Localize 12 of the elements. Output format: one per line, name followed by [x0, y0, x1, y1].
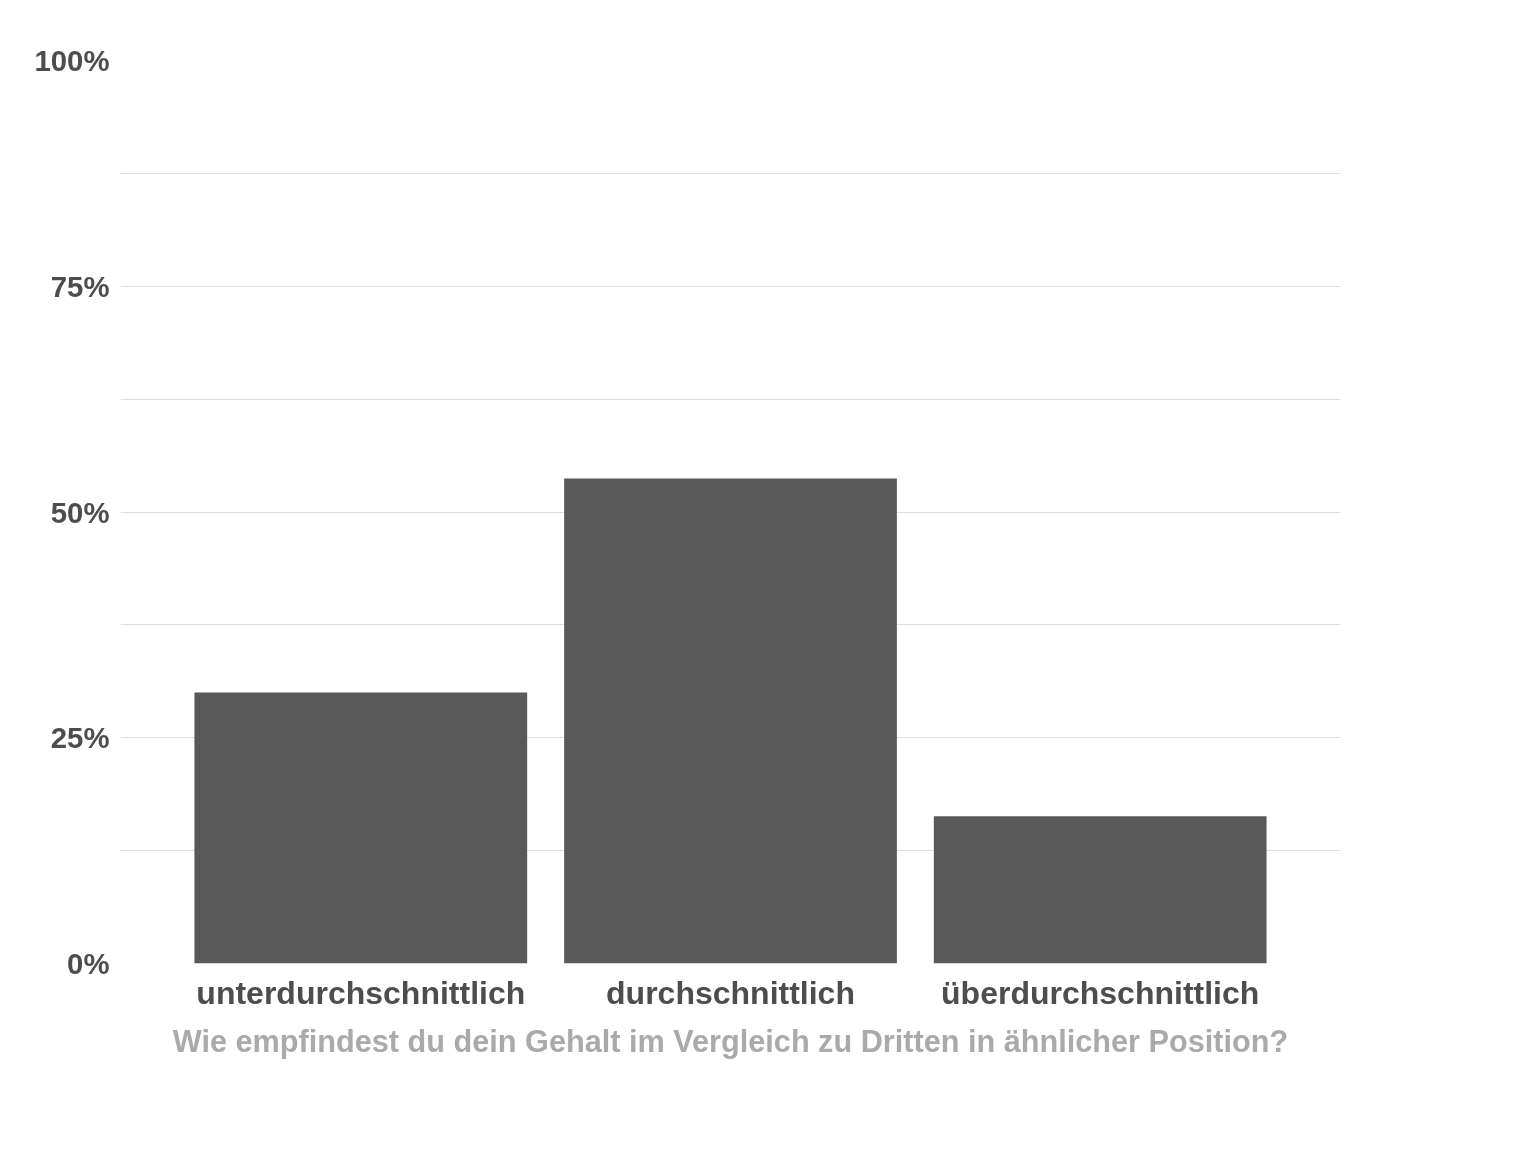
x-axis-title: Wie empfindest du dein Gehalt im Vergleich zu Dritten in ähnlicher Position? [172, 1023, 1289, 1059]
y-tick-label: 25% [50, 721, 110, 755]
y-tick-label: 50% [50, 495, 110, 529]
y-tick-label: 75% [50, 269, 110, 303]
bar [194, 692, 528, 964]
bar [933, 816, 1267, 964]
x-tick-label: überdurchschnittlich [941, 974, 1260, 1011]
y-tick-label: 0% [67, 947, 110, 980]
x-tick-label: durchschnittlich [606, 974, 855, 1011]
y-tick-label: 100% [34, 44, 110, 77]
x-tick-label: unterdurchschnittlich [196, 974, 526, 1011]
bar [564, 478, 897, 964]
